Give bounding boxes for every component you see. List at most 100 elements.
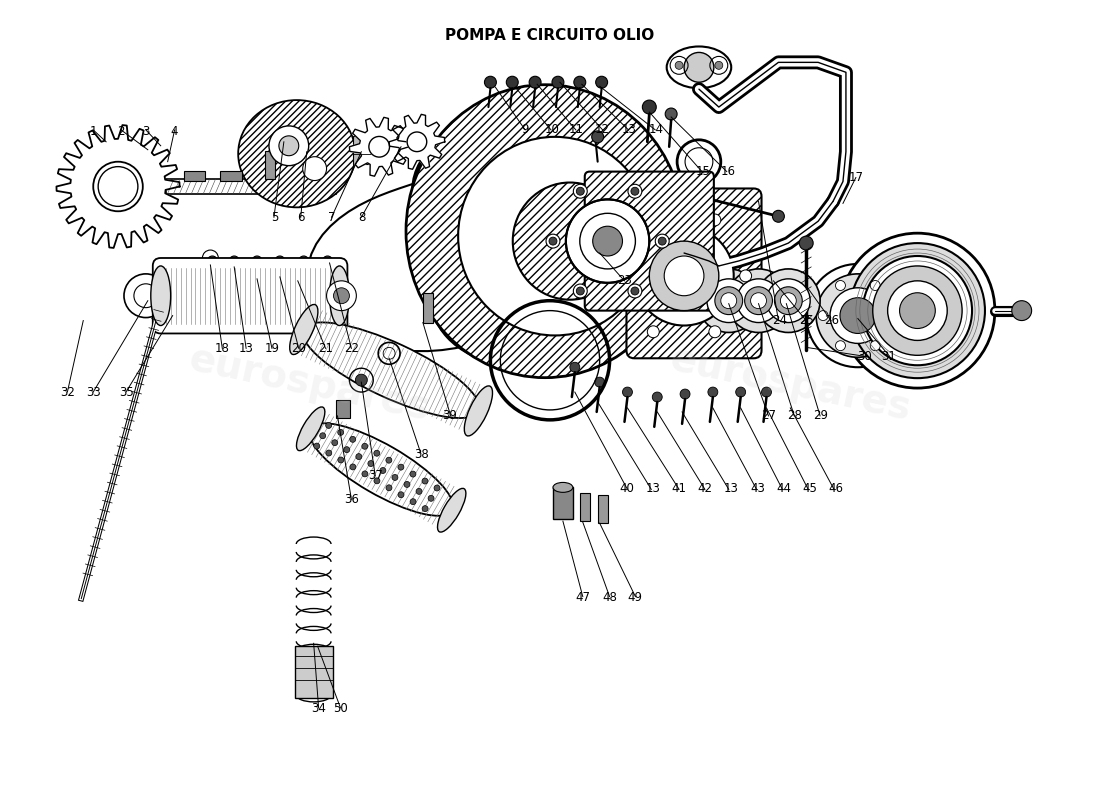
Text: 4: 4 — [170, 125, 178, 138]
Text: 43: 43 — [750, 482, 764, 495]
Bar — [553, 487, 573, 519]
Circle shape — [649, 241, 718, 310]
Text: 44: 44 — [777, 482, 791, 495]
Text: 45: 45 — [803, 482, 817, 495]
Circle shape — [720, 293, 737, 309]
Text: 18: 18 — [214, 342, 230, 355]
Circle shape — [350, 436, 355, 442]
Text: 13: 13 — [646, 482, 660, 495]
Circle shape — [647, 214, 659, 226]
Text: 2: 2 — [117, 125, 124, 138]
Circle shape — [279, 136, 299, 156]
Circle shape — [708, 214, 720, 226]
Circle shape — [684, 53, 714, 82]
Circle shape — [580, 214, 636, 269]
Text: 14: 14 — [649, 123, 663, 136]
Circle shape — [708, 326, 720, 338]
Circle shape — [595, 377, 605, 387]
Circle shape — [628, 284, 642, 298]
Bar — [353, 136, 375, 164]
Circle shape — [727, 269, 790, 333]
Circle shape — [434, 485, 440, 491]
Circle shape — [529, 76, 541, 88]
Circle shape — [327, 281, 356, 310]
Circle shape — [94, 162, 143, 211]
Circle shape — [628, 184, 642, 198]
Circle shape — [1012, 301, 1032, 321]
Circle shape — [680, 389, 690, 399]
Text: 15: 15 — [695, 165, 711, 178]
Ellipse shape — [297, 407, 324, 450]
Circle shape — [333, 288, 350, 304]
Text: 8: 8 — [359, 210, 366, 224]
Ellipse shape — [513, 182, 627, 300]
Ellipse shape — [458, 137, 652, 335]
Circle shape — [350, 464, 355, 470]
Text: 48: 48 — [603, 590, 617, 603]
Circle shape — [757, 269, 821, 333]
Circle shape — [338, 457, 344, 463]
Text: 13: 13 — [724, 482, 739, 495]
Circle shape — [565, 199, 649, 283]
Bar — [184, 170, 206, 181]
Circle shape — [806, 264, 910, 367]
Text: 29: 29 — [813, 410, 828, 422]
Circle shape — [666, 108, 678, 120]
Circle shape — [374, 450, 379, 456]
Circle shape — [320, 433, 326, 438]
Circle shape — [635, 226, 734, 326]
Circle shape — [664, 256, 704, 296]
Polygon shape — [56, 125, 179, 248]
Circle shape — [850, 243, 984, 378]
Text: 13: 13 — [621, 123, 636, 136]
Circle shape — [338, 430, 343, 435]
Text: 22: 22 — [343, 342, 359, 355]
Circle shape — [840, 233, 994, 388]
Circle shape — [707, 279, 750, 322]
Circle shape — [506, 76, 518, 88]
Circle shape — [652, 392, 662, 402]
Circle shape — [745, 286, 772, 314]
Circle shape — [836, 281, 846, 290]
Circle shape — [623, 387, 632, 397]
Circle shape — [888, 281, 947, 341]
Text: 10: 10 — [544, 123, 560, 136]
Circle shape — [656, 234, 669, 248]
Circle shape — [658, 237, 667, 245]
Circle shape — [573, 284, 587, 298]
Circle shape — [647, 326, 659, 338]
Ellipse shape — [464, 386, 493, 436]
Text: 41: 41 — [671, 482, 686, 495]
Circle shape — [326, 450, 332, 456]
Text: 30: 30 — [857, 350, 872, 363]
Text: 11: 11 — [569, 123, 584, 136]
Circle shape — [410, 471, 416, 477]
Polygon shape — [350, 118, 409, 176]
Circle shape — [416, 488, 422, 494]
Circle shape — [302, 157, 327, 181]
Circle shape — [631, 187, 639, 195]
Bar — [597, 495, 607, 523]
Text: 47: 47 — [575, 590, 591, 603]
Ellipse shape — [302, 322, 480, 418]
Text: 9: 9 — [521, 123, 529, 136]
Circle shape — [592, 131, 604, 142]
Circle shape — [631, 287, 639, 295]
Text: 24: 24 — [772, 314, 786, 327]
Text: 32: 32 — [59, 386, 75, 398]
Text: 37: 37 — [367, 469, 383, 482]
Text: 1: 1 — [89, 125, 97, 138]
Text: 27: 27 — [761, 410, 776, 422]
Circle shape — [888, 310, 898, 321]
Circle shape — [314, 443, 320, 449]
Circle shape — [252, 256, 262, 266]
Text: 20: 20 — [292, 342, 306, 355]
Circle shape — [675, 62, 683, 70]
Circle shape — [736, 387, 746, 397]
Text: 6: 6 — [297, 210, 305, 224]
Circle shape — [98, 166, 138, 206]
Circle shape — [355, 454, 362, 459]
Ellipse shape — [438, 488, 466, 532]
Circle shape — [270, 126, 309, 166]
FancyBboxPatch shape — [153, 258, 348, 334]
